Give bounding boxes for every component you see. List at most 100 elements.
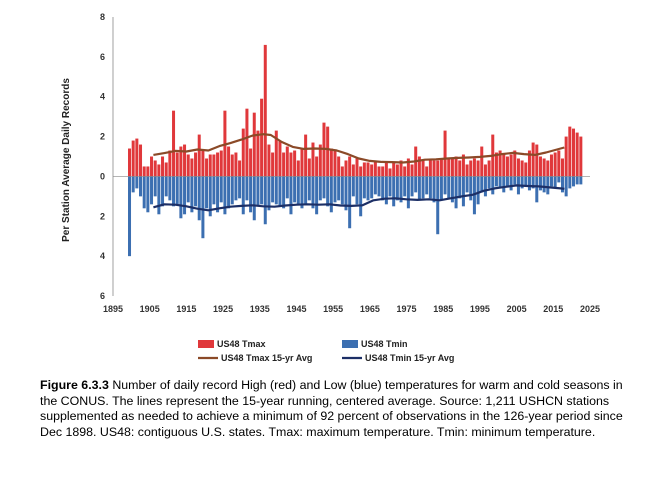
tmax-bar-1957 (340, 166, 344, 177)
tmin-bar-1919 (201, 176, 205, 239)
tmin-bar-1902 (139, 176, 143, 197)
figure-caption: Figure 6.3.3 Number of daily record High… (40, 378, 625, 440)
tmin-bar-1998 (491, 176, 495, 195)
tmax-bar-1973 (399, 160, 403, 177)
tmin-bar-1995 (480, 176, 484, 193)
tmax-bar-1901 (135, 138, 139, 177)
tmax-bar-1990 (461, 154, 465, 177)
tmax-bar-1959 (348, 156, 352, 177)
x-tick-label: 1945 (286, 304, 306, 314)
tmax-bar-1960 (351, 164, 355, 177)
tmin-bar-1943 (289, 176, 293, 215)
tmin-bar-2001 (502, 176, 506, 193)
y-tick-label: 2 (100, 211, 105, 221)
tmin-bar-2017 (560, 176, 564, 193)
tmax-bar-1928 (234, 152, 238, 177)
tmin-bar-1948 (307, 176, 311, 201)
tmax-bar-1913 (179, 146, 183, 177)
tmin-bar-1915 (186, 176, 190, 203)
tmin-bar-1993 (472, 176, 476, 215)
tmax-bar-1931 (245, 108, 249, 177)
tmin-bar-1961 (355, 176, 359, 205)
tmin-bar-1920 (205, 176, 209, 209)
tmax-bar-1907 (157, 164, 161, 177)
tmax-bar-1914 (183, 144, 187, 177)
tmax-bar-1986 (447, 158, 451, 177)
tmin-bar-1921 (208, 176, 212, 217)
axes-layer: 8 6 4 2 0 2 4 6 1895 1905 1915 1925 1935 1945 1955 1965… (100, 12, 600, 314)
tmax-bar-1936 (263, 44, 267, 177)
tmin-bar-1970 (388, 176, 392, 197)
tmin-bar-1979 (421, 176, 425, 199)
tmax-bar-2002 (505, 156, 509, 177)
tmin-bar-1930 (241, 176, 245, 215)
tmax-bar-1955 (333, 150, 337, 177)
tmax-bar-1946 (300, 148, 304, 177)
tmin-bar-1972 (395, 176, 399, 201)
tmin-bar-1904 (146, 176, 150, 213)
tmin-bar-1982 (432, 176, 436, 203)
tmin-bar-1912 (175, 176, 179, 205)
tmax-bar-1930 (241, 128, 245, 177)
x-tick-label: 2005 (507, 304, 527, 314)
tmin-bar-1901 (135, 176, 139, 189)
record-temperatures-chart: 8 6 4 2 0 2 4 6 1895 1905 1915 1925 1935 1945 1955 1965… (61, 12, 600, 363)
tmax-bar-1963 (362, 162, 366, 177)
tmin-bar-2002 (505, 176, 509, 187)
tmin-bar-1967 (377, 176, 381, 197)
tmin-bar-1918 (197, 176, 201, 221)
tmin-bar-1933 (252, 176, 256, 221)
tmin-bar-1944 (293, 176, 297, 203)
tmin-bar-2015 (553, 176, 557, 189)
tmin-bar-1900 (131, 176, 135, 193)
tmax-bar-1904 (146, 166, 150, 177)
bars-layer (128, 44, 583, 257)
tmax-bar-1992 (469, 160, 473, 177)
x-tick-label: 1975 (397, 304, 417, 314)
legend-label-2: US48 Tmax 15-yr Avg (221, 353, 312, 363)
x-tick-label: 1905 (140, 304, 160, 314)
tmax-bar-2009 (531, 142, 535, 177)
tmin-bar-1990 (461, 176, 465, 207)
tmin-bar-1955 (333, 176, 337, 203)
tmax-bar-1918 (197, 134, 201, 177)
tmax-bar-1909 (164, 162, 168, 177)
tmax-bar-1919 (201, 150, 205, 177)
legend-label-3: US48 Tmin 15-yr Avg (365, 353, 454, 363)
tmax-bar-1975 (406, 158, 410, 177)
tmin-15yr-avg-line (153, 184, 565, 212)
tmax-bar-1916 (190, 158, 194, 177)
tmax-bar-1900 (131, 140, 135, 177)
tmax-bar-1966 (373, 160, 377, 177)
x-tick-label: 1925 (213, 304, 233, 314)
tmin-bar-1936 (263, 176, 267, 225)
legend-label-0: US48 Tmax (217, 339, 266, 349)
tmax-bar-1970 (388, 168, 392, 177)
y-axis-label: Per Station Average Daily Records (61, 78, 72, 242)
tmax-bar-1972 (395, 164, 399, 177)
tmin-bar-1935 (260, 176, 264, 205)
tmax-bar-2007 (524, 162, 528, 177)
tmin-bar-1987 (450, 176, 454, 203)
tmax-bar-1964 (366, 162, 370, 177)
tmax-bar-1978 (417, 156, 421, 177)
tmin-bar-2003 (509, 176, 513, 191)
tmin-bar-1928 (234, 176, 238, 201)
tmax-bar-1968 (381, 166, 385, 177)
legend-swatch-1 (342, 340, 358, 348)
tmax-bar-1987 (450, 158, 454, 177)
y-tick-label: 0 (100, 171, 105, 181)
tmin-bar-1977 (414, 176, 418, 193)
tmin-bar-2014 (549, 176, 553, 187)
tmax-bar-2010 (535, 144, 539, 177)
legend: US48 Tmax US48 Tmin US48 Tmax 15-yr Avg US4… (198, 339, 454, 363)
y-tick-label: 2 (100, 132, 105, 142)
x-tick-label: 1935 (250, 304, 270, 314)
tmax-bar-1983 (436, 160, 440, 177)
tmax-bar-1988 (454, 156, 458, 177)
tmax-bar-1951 (318, 144, 322, 177)
tmax-bar-1921 (208, 154, 212, 177)
tmin-bar-1973 (399, 176, 403, 203)
x-tick-label: 1965 (360, 304, 380, 314)
tmin-bar-1945 (296, 176, 300, 205)
